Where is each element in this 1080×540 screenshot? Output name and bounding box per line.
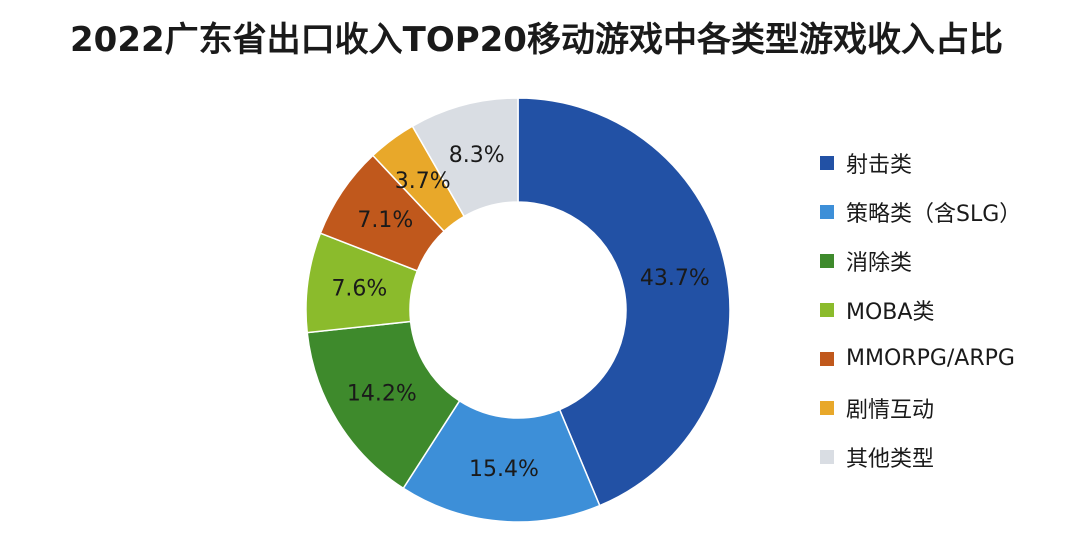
legend-label: 策略类（含SLG）	[846, 201, 1022, 227]
legend-item: 其他类型	[820, 432, 1070, 481]
legend-swatch	[820, 449, 834, 464]
slice-value-label: 8.3%	[449, 143, 505, 168]
legend-label: 其他类型	[846, 446, 935, 472]
slice-value-label: 14.2%	[347, 382, 417, 407]
legend-item: 射击类	[820, 138, 1070, 187]
legend-label: 射击类	[846, 152, 913, 178]
chart-title: 2022广东省出口收入TOP20移动游戏中各类型游戏收入占比	[70, 20, 1003, 60]
legend-item: 策略类（含SLG）	[820, 187, 1070, 236]
legend-item: MOBA类	[820, 285, 1070, 334]
slice-value-label: 15.4%	[469, 457, 539, 482]
legend-label: 剧情互动	[846, 397, 935, 423]
slice-value-label: 7.1%	[357, 208, 413, 233]
donut-labels: 43.7% 15.4% 14.2% 7.6% 7.1% 3.7%8.3%	[331, 143, 709, 482]
legend-label: MMORPG/ARPG	[846, 346, 1015, 371]
legend-item: 剧情互动	[820, 383, 1070, 432]
chart-legend: 射击类 策略类（含SLG） 消除类 MOBA类 MMORPG/ARPG 剧情互动…	[820, 138, 1070, 481]
legend-swatch	[820, 204, 834, 219]
legend-swatch	[820, 400, 834, 415]
legend-swatch	[820, 351, 834, 366]
legend-item: 消除类	[820, 236, 1070, 285]
donut-slice	[411, 97, 519, 218]
legend-swatch	[820, 302, 834, 317]
donut-slices	[305, 97, 731, 523]
donut-slice	[517, 97, 731, 507]
legend-label: MOBA类	[846, 299, 935, 325]
slice-value-label: 43.7%	[640, 266, 710, 291]
slice-value-label: 7.6%	[331, 276, 387, 301]
legend-swatch	[820, 253, 834, 268]
legend-item: MMORPG/ARPG	[820, 334, 1070, 383]
slice-value-label: 3.7%	[395, 169, 451, 194]
legend-label: 消除类	[846, 250, 913, 276]
legend-swatch	[820, 155, 834, 170]
